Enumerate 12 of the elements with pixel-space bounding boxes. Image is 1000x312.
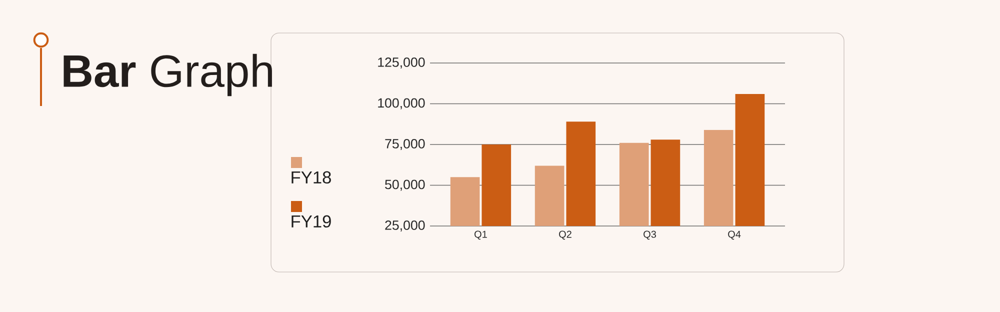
y-tick-label: 125,000 — [378, 58, 425, 69]
x-tick-label: Q1 — [474, 230, 487, 240]
y-tick-label: 25,000 — [385, 220, 425, 232]
y-tick-label: 100,000 — [378, 98, 425, 110]
legend-label: FY18 — [292, 171, 331, 184]
y-tick-label: 50,000 — [385, 180, 425, 191]
x-tick-label: Q3 — [644, 230, 656, 240]
legend-label: FY19 — [292, 215, 331, 228]
y-tick-label: 75,000 — [385, 139, 425, 150]
chart-title: Bar Graph — [64, 54, 272, 96]
x-tick-label: Q2 — [559, 230, 572, 240]
x-tick-label: Q4 — [728, 230, 741, 240]
